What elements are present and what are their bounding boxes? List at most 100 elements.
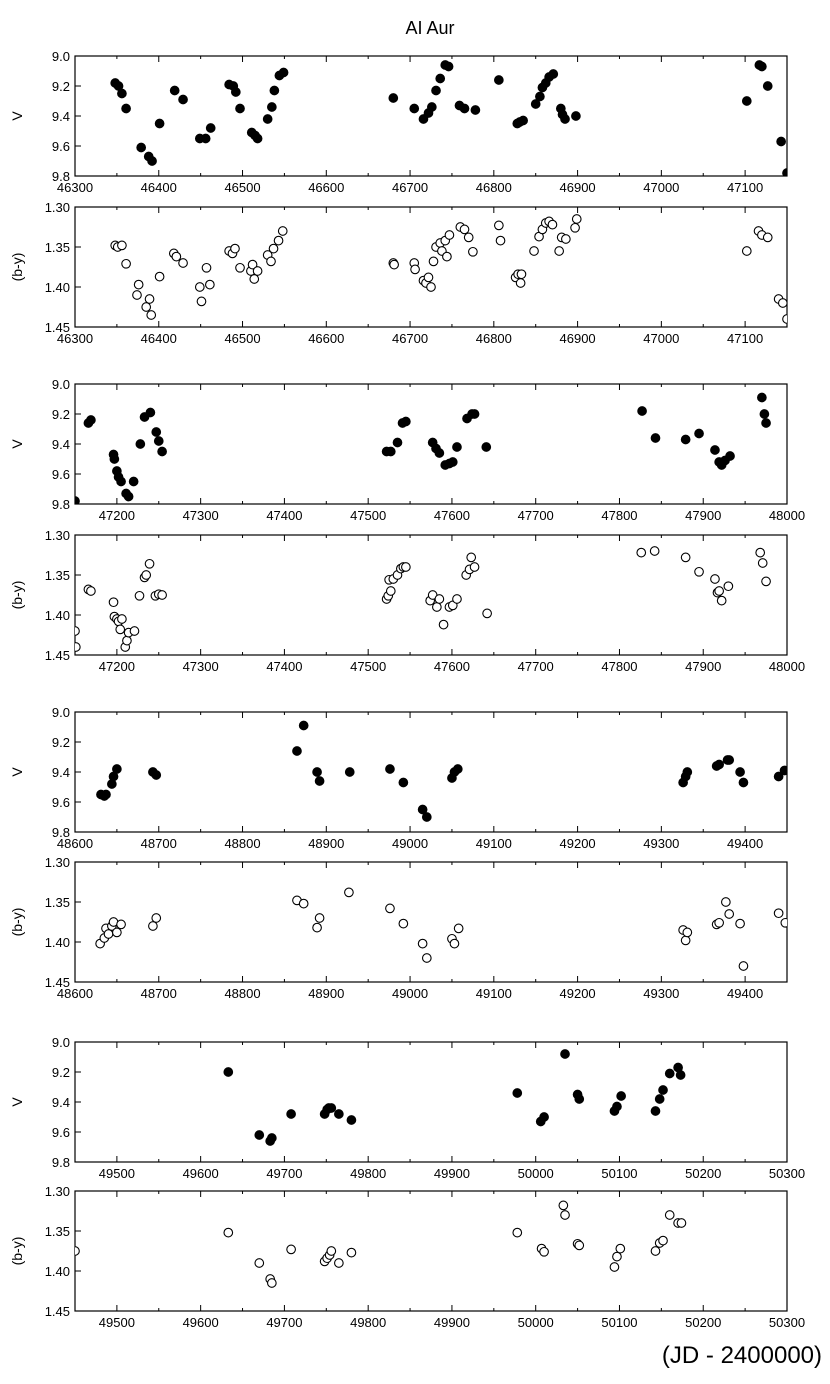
color-index-point bbox=[482, 608, 492, 619]
v-magnitude-point bbox=[326, 1103, 337, 1113]
x-tick-label: 47900 bbox=[685, 659, 721, 674]
color-index-point bbox=[658, 1235, 668, 1246]
v-magnitude-point bbox=[426, 102, 437, 112]
color-index-point bbox=[129, 626, 140, 636]
v-magnitude-point bbox=[714, 759, 725, 770]
x-tick-label: 50300 bbox=[769, 1315, 805, 1330]
x-tick-label: 50100 bbox=[601, 1166, 637, 1181]
v-magnitude-point bbox=[121, 103, 131, 114]
color-index-point bbox=[649, 546, 660, 556]
y-axis-label: V bbox=[9, 1097, 25, 1107]
y-tick-label: 9.0 bbox=[52, 705, 70, 720]
color-index-point bbox=[432, 602, 442, 612]
x-tick-label: 47300 bbox=[183, 508, 219, 523]
color-index-point bbox=[529, 246, 539, 256]
color-index-point bbox=[266, 1278, 277, 1288]
color-index-point bbox=[252, 266, 263, 276]
v-magnitude-point bbox=[75, 496, 80, 504]
color-index-point bbox=[205, 279, 215, 290]
v-magnitude-point bbox=[153, 436, 164, 446]
data-points bbox=[75, 1200, 687, 1288]
color-index-point bbox=[539, 1246, 549, 1257]
x-tick-label: 49900 bbox=[434, 1166, 470, 1181]
v-magnitude-point bbox=[658, 1085, 668, 1095]
color-index-point bbox=[664, 1210, 675, 1220]
v-magnitude-point bbox=[539, 1112, 549, 1122]
x-tick-label: 49600 bbox=[183, 1166, 219, 1181]
x-tick-label: 49100 bbox=[476, 836, 512, 851]
color-index-point bbox=[171, 251, 182, 262]
color-index-point bbox=[554, 246, 565, 256]
color-index-point bbox=[493, 220, 504, 231]
y-tick-label: 9.0 bbox=[52, 49, 70, 64]
y-tick-label: 1.30 bbox=[45, 855, 70, 870]
y-tick-label: 1.40 bbox=[45, 1264, 70, 1279]
color-index-point bbox=[773, 908, 784, 919]
chart-panel-4: 1.30 1.35 1.40 1.45 47200 47300 47400 47500 4760… bbox=[9, 528, 805, 674]
color-index-point bbox=[194, 282, 205, 292]
v-magnitude-point bbox=[637, 406, 647, 416]
data-points bbox=[95, 887, 787, 971]
v-magnitude-point bbox=[145, 407, 156, 418]
color-index-point bbox=[247, 259, 258, 270]
y-axis-label: (b-y) bbox=[9, 1237, 25, 1266]
x-tick-label: 48800 bbox=[224, 836, 260, 851]
y-axis-label: (b-y) bbox=[9, 253, 25, 282]
color-index-point bbox=[75, 626, 80, 636]
color-index-point bbox=[515, 278, 526, 288]
color-index-point bbox=[398, 918, 409, 929]
color-index-point bbox=[423, 272, 434, 283]
color-index-point bbox=[346, 1247, 357, 1258]
v-magnitude-point bbox=[762, 81, 773, 91]
v-magnitude-point bbox=[571, 111, 581, 121]
v-magnitude-point bbox=[664, 1068, 675, 1079]
v-magnitude-point bbox=[724, 755, 735, 765]
color-index-point bbox=[117, 240, 127, 251]
color-index-point bbox=[344, 887, 354, 898]
v-magnitude-point bbox=[292, 746, 302, 756]
color-index-point bbox=[401, 562, 411, 572]
color-index-point bbox=[615, 1243, 626, 1254]
color-index-point bbox=[426, 282, 436, 292]
y-tick-label: 1.30 bbox=[45, 200, 70, 215]
x-tick-label: 46900 bbox=[560, 331, 596, 346]
color-index-point bbox=[449, 938, 460, 949]
x-tick-label: 47600 bbox=[434, 508, 470, 523]
data-points bbox=[75, 546, 771, 652]
v-magnitude-point bbox=[86, 415, 96, 425]
color-index-point bbox=[561, 234, 571, 244]
x-tick-label: 48600 bbox=[57, 836, 93, 851]
color-index-point bbox=[468, 246, 478, 257]
y-tick-label: 9.0 bbox=[52, 377, 70, 392]
x-tick-label: 47900 bbox=[685, 508, 721, 523]
v-magnitude-point bbox=[530, 99, 541, 109]
chart-panel-8: 1.30 1.35 1.40 1.45 49500 49600 49700 49800 4990… bbox=[9, 1184, 805, 1330]
v-magnitude-point bbox=[409, 103, 420, 114]
color-index-point bbox=[148, 921, 158, 931]
v-magnitude-point bbox=[452, 442, 462, 452]
plot-frame bbox=[74, 861, 788, 983]
y-tick-label: 9.2 bbox=[52, 1065, 70, 1080]
color-index-point bbox=[249, 274, 260, 284]
v-magnitude-point bbox=[154, 118, 165, 129]
v-magnitude-point bbox=[650, 433, 661, 443]
v-magnitude-point bbox=[269, 85, 280, 96]
x-tick-label: 46300 bbox=[57, 331, 93, 346]
color-index-point bbox=[724, 909, 735, 919]
chart-panel-7: 9.0 9.2 9.4 9.6 9.8 49500 49600 49700 49800 49900… bbox=[9, 1035, 805, 1181]
x-tick-label: 49400 bbox=[727, 836, 763, 851]
color-index-point bbox=[146, 310, 157, 320]
v-magnitude-point bbox=[682, 767, 693, 777]
color-index-point bbox=[682, 927, 693, 938]
color-index-point bbox=[115, 624, 126, 635]
color-index-point bbox=[421, 953, 432, 963]
y-tick-label: 9.2 bbox=[52, 735, 70, 750]
x-tick-label: 49700 bbox=[266, 1315, 302, 1330]
x-tick-label: 48900 bbox=[308, 836, 344, 851]
x-tick-label: 46800 bbox=[476, 180, 512, 195]
color-index-point bbox=[777, 298, 787, 308]
color-index-point bbox=[714, 917, 725, 928]
v-magnitude-point bbox=[116, 476, 126, 487]
